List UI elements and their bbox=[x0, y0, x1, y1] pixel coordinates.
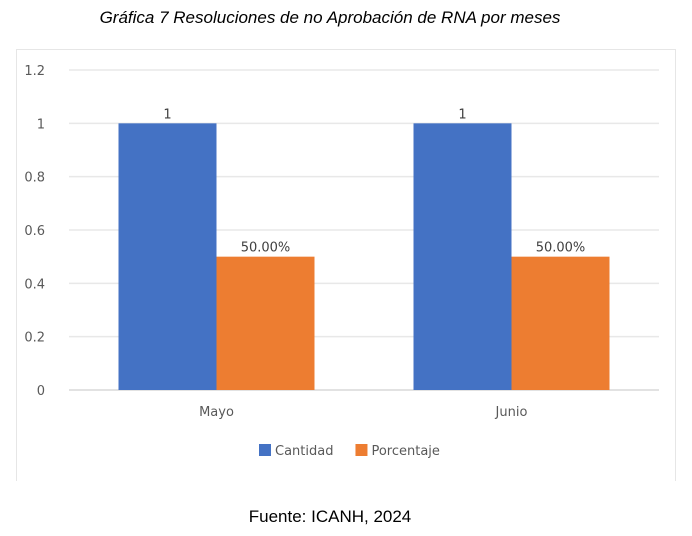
data-label: 50.00% bbox=[536, 241, 586, 256]
y-tick-label: 1 bbox=[37, 117, 45, 132]
data-labels: 1 50.00% 1 50.00% bbox=[163, 107, 585, 255]
bar-porcentaje-junio bbox=[511, 256, 610, 390]
chart-caption: Gráfica 7 Resoluciones de no Aprobación … bbox=[99, 8, 561, 27]
legend-swatch-cantidad bbox=[259, 444, 271, 456]
bar-cantidad-junio bbox=[413, 123, 512, 390]
y-tick-label: 1.2 bbox=[24, 64, 45, 79]
y-tick-label: 0.4 bbox=[24, 277, 45, 292]
legend: Cantidad Porcentaje bbox=[259, 444, 440, 459]
data-label: 50.00% bbox=[241, 241, 291, 256]
bar-cantidad-mayo bbox=[118, 123, 217, 390]
source-note: Fuente: ICANH, 2024 bbox=[248, 507, 412, 526]
y-tick-label: 0 bbox=[37, 384, 45, 399]
y-tick-label: 0.2 bbox=[24, 331, 45, 346]
x-axis-ticks: Mayo Junio bbox=[199, 405, 527, 420]
bar-porcentaje-mayo bbox=[216, 256, 315, 390]
y-tick-label: 0.8 bbox=[24, 171, 45, 186]
data-label: 1 bbox=[458, 107, 466, 122]
legend-label: Porcentaje bbox=[371, 444, 439, 459]
data-label: 1 bbox=[163, 107, 171, 122]
bar-chart: 0 0.2 0.4 0.6 0.8 1 1.2 1 50.00% 1 50.00% Mayo Jun… bbox=[24, 64, 659, 459]
y-axis-ticks: 0 0.2 0.4 0.6 0.8 1 1.2 bbox=[24, 64, 45, 399]
legend-label: Cantidad bbox=[275, 444, 333, 459]
legend-swatch-porcentaje bbox=[355, 444, 368, 456]
x-tick-label: Junio bbox=[495, 405, 528, 420]
bars bbox=[118, 123, 610, 390]
x-tick-label: Mayo bbox=[199, 405, 234, 420]
chart-area: 0 0.2 0.4 0.6 0.8 1 1.2 1 50.00% 1 50.00% Mayo Jun… bbox=[16, 49, 676, 481]
y-tick-label: 0.6 bbox=[24, 224, 45, 239]
